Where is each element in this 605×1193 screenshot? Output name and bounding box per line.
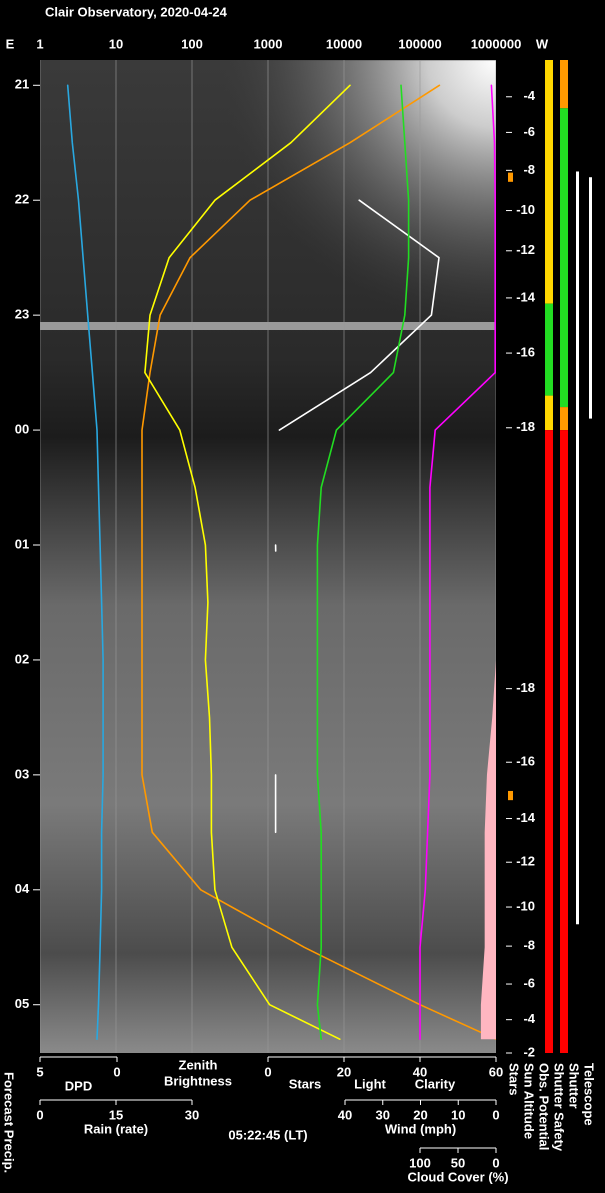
sun-altitude-label: -14 [516,289,536,304]
sun-altitude-label: -4 [523,1011,535,1026]
axis-label: DPD [65,1078,92,1093]
precip-label: Forecast Precip. [2,1072,17,1173]
sun-altitude-label: -10 [516,898,535,913]
axis-label: Cloud Cover (%) [407,1169,508,1184]
x-tick-label: 5 [36,1064,43,1079]
sun-altitude-label: -16 [516,754,535,769]
sun-altitude-label: -14 [516,810,536,825]
sun-altitude-label: -10 [516,202,535,217]
sun-altitude-label: -18 [516,419,535,434]
axis-label: Brightness [164,1073,232,1088]
series-line [66,84,104,1040]
status-segment [545,60,553,304]
status-label: Shutter Safety [552,1063,567,1152]
y-tick-label: 04 [15,881,30,896]
x-tick-label: 1000 [254,36,283,51]
x-tick-label: 30 [376,1107,390,1122]
x-tick-label: 20 [337,1064,351,1079]
sun-altitude-label: -8 [523,162,535,177]
status-label: Shutter [567,1063,582,1109]
x-tick-label: 0 [36,1107,43,1122]
y-tick-label: 21 [15,77,29,92]
axis-label: Clarity [415,1076,456,1091]
sun-altitude-label: -2 [523,1044,535,1059]
status-segment [545,303,553,396]
sun-altitude-label: -4 [523,88,535,103]
status-segment [560,407,568,431]
x-tick-label: 1 [36,36,43,51]
status-label: Obs. Potential [537,1063,552,1150]
y-tick-label: 02 [15,651,29,666]
x-tick-label: 100000 [398,36,441,51]
x-tick-label: 1000000 [471,36,522,51]
x-tick-label: 0 [492,1155,499,1170]
west-label: W [536,36,549,51]
y-tick-label: 03 [15,766,29,781]
time-label: 05:22:45 (LT) [228,1127,307,1142]
wind-area [480,85,496,1040]
series-line [419,84,496,1040]
sun-altitude-label: -16 [516,345,535,360]
sun-altitude-label: -6 [523,124,535,139]
y-tick-label: 23 [15,307,29,322]
status-label: Stars [507,1063,522,1096]
series-line [316,84,410,1040]
sun-altitude-label: -6 [523,975,535,990]
status-segment [576,171,579,925]
sun-altitude-label: -12 [516,854,535,869]
x-tick-label: 10 [451,1107,465,1122]
x-tick-label: 60 [489,1064,503,1079]
x-tick-label: 0 [113,1064,120,1079]
y-tick-label: 22 [15,192,29,207]
x-tick-label: 20 [413,1107,427,1122]
status-segment [589,177,592,419]
chart-title: Clair Observatory, 2020-04-24 [45,4,228,19]
x-tick-label: 100 [181,36,203,51]
sun-altitude-label: -12 [516,242,535,257]
status-segment [508,172,513,182]
axis-label: Stars [289,1076,322,1091]
x-tick-label: 40 [413,1064,427,1079]
sun-altitude-label: Sun Altitude [522,1063,537,1139]
x-tick-label: 0 [264,1064,271,1079]
status-segment [560,430,568,1053]
axis-label: Zenith [179,1057,218,1072]
x-tick-label: 15 [109,1107,123,1122]
plot-area [40,60,496,1053]
x-tick-label: 0 [492,1107,499,1122]
axis-label: Wind (mph) [385,1121,456,1136]
x-tick-label: 100 [409,1155,431,1170]
x-tick-label: 40 [338,1107,352,1122]
x-tick-label: 50 [451,1155,465,1170]
axis-label: Rain (rate) [84,1121,148,1136]
status-segment [545,395,553,431]
status-label: Telescope [582,1063,597,1126]
status-segment [545,430,553,1053]
series-line [274,199,440,834]
x-tick-label: 10 [109,36,123,51]
y-tick-label: 00 [15,422,29,437]
east-label: E [6,36,15,51]
x-tick-label: 30 [185,1107,199,1122]
y-tick-label: 01 [15,536,29,551]
axis-label: Light [354,1076,386,1091]
sun-altitude-label: -8 [523,938,535,953]
x-tick-label: 10000 [326,36,362,51]
sun-altitude-label: -18 [516,680,535,695]
y-tick-label: 05 [15,996,29,1011]
status-segment [560,60,568,109]
status-segment [508,790,513,801]
series-line [144,84,351,1040]
status-segment [560,108,568,408]
